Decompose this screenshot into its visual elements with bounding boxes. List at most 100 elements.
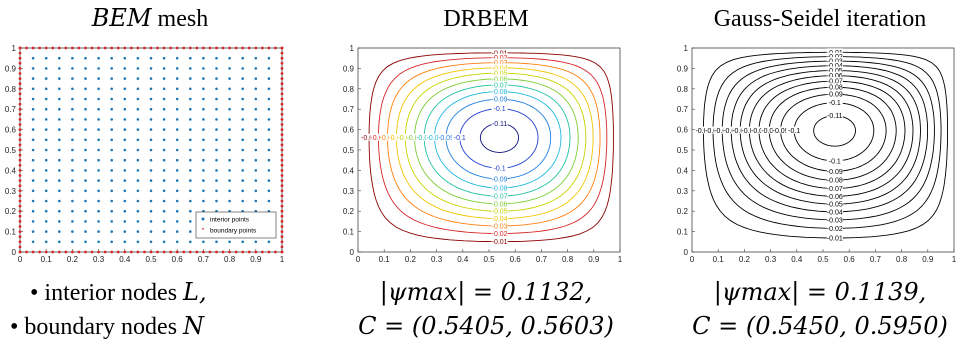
interior-point bbox=[254, 158, 258, 162]
x-tick-label: 0.6 bbox=[172, 255, 184, 264]
contour-label-bg bbox=[723, 126, 740, 134]
boundary-point bbox=[280, 240, 284, 244]
interior-point bbox=[71, 158, 74, 162]
contour-label: -0.05 bbox=[827, 68, 843, 75]
interior-point bbox=[31, 67, 35, 70]
interior-point bbox=[123, 118, 127, 121]
interior-point bbox=[84, 77, 87, 80]
interior-point bbox=[215, 158, 218, 162]
interior-point bbox=[267, 118, 271, 121]
boundary-point bbox=[280, 87, 284, 91]
x-tick-label: 0.3 bbox=[93, 255, 105, 264]
interior-point bbox=[241, 107, 244, 111]
contour-label-bg bbox=[826, 61, 843, 69]
boundary-point bbox=[247, 250, 251, 254]
interior-point bbox=[110, 179, 113, 182]
boundary-point bbox=[97, 250, 100, 254]
interior-point bbox=[189, 240, 192, 244]
boundary-point bbox=[18, 250, 22, 254]
boundary-point bbox=[110, 250, 114, 254]
interior-point bbox=[84, 128, 87, 131]
interior-point bbox=[149, 138, 153, 142]
boundary-point bbox=[280, 46, 284, 50]
gs-psi-max: |ψmax| = 0.1139, bbox=[714, 278, 927, 307]
x-tick-label: 0.4 bbox=[457, 255, 469, 264]
interior-point bbox=[202, 138, 205, 142]
contour-label-bg bbox=[826, 200, 843, 208]
contour-label-bg bbox=[786, 126, 803, 134]
boundary-point bbox=[90, 250, 94, 254]
interior-point bbox=[228, 199, 231, 203]
interior-point bbox=[71, 179, 74, 182]
interior-point bbox=[84, 220, 87, 223]
interior-point bbox=[215, 118, 218, 121]
boundary-point bbox=[129, 250, 133, 254]
boundary-point bbox=[182, 46, 186, 50]
interior-point bbox=[228, 87, 231, 91]
boundary-point bbox=[241, 46, 245, 50]
interior-point bbox=[31, 56, 35, 60]
interior-point bbox=[44, 148, 48, 152]
interior-point bbox=[228, 169, 231, 172]
interior-point bbox=[241, 87, 244, 91]
legend-interior-label: interior points bbox=[210, 217, 250, 224]
contour-label: -0.02 bbox=[827, 226, 843, 233]
interior-point bbox=[241, 97, 244, 101]
contour-label: -0.05 bbox=[397, 135, 413, 142]
interior-point bbox=[136, 230, 140, 233]
contour-label-bg bbox=[705, 126, 722, 134]
boundary-point bbox=[71, 250, 74, 254]
interior-point bbox=[228, 107, 231, 111]
interior-point bbox=[123, 220, 127, 223]
boundary-point bbox=[71, 46, 74, 50]
interior-point bbox=[267, 77, 271, 80]
interior-point bbox=[254, 67, 258, 70]
interior-point bbox=[123, 148, 127, 152]
interior-point bbox=[254, 189, 258, 193]
y-tick-label: 0.4 bbox=[677, 166, 689, 175]
contour-label-bg bbox=[695, 126, 712, 134]
contour-label-bg bbox=[826, 215, 843, 223]
contour-label-bg bbox=[732, 126, 749, 134]
interior-point bbox=[84, 56, 87, 60]
y-tick-label: 0.5 bbox=[343, 146, 355, 155]
interior-point bbox=[267, 128, 271, 131]
interior-point bbox=[175, 97, 179, 101]
boundary-point bbox=[280, 230, 284, 234]
interior-point bbox=[31, 209, 35, 213]
y-tick-label: 0 bbox=[684, 248, 689, 257]
boundary-point bbox=[280, 169, 284, 172]
boundary-point bbox=[18, 133, 22, 137]
interior-point bbox=[241, 118, 244, 121]
interior-point bbox=[136, 77, 140, 80]
interior-point bbox=[175, 67, 179, 70]
interior-point bbox=[228, 67, 231, 70]
boundary-point bbox=[202, 250, 205, 254]
interior-point bbox=[84, 199, 87, 203]
interior-point bbox=[110, 107, 113, 111]
interior-point bbox=[58, 169, 61, 172]
contour-label: -0.08 bbox=[827, 85, 843, 92]
interior-point bbox=[97, 240, 100, 244]
contour-label: -0.04 bbox=[723, 128, 739, 135]
boundary-point bbox=[280, 194, 284, 198]
interior-point bbox=[136, 118, 140, 121]
interior-point bbox=[189, 230, 192, 233]
boundary-point bbox=[280, 199, 284, 203]
contour-label: -0.1 bbox=[788, 128, 800, 135]
interior-point bbox=[58, 209, 61, 213]
contour-label: -0.03 bbox=[492, 223, 508, 230]
interior-point bbox=[267, 189, 271, 193]
boundary-point bbox=[254, 250, 258, 254]
contour-label-bg bbox=[491, 221, 508, 229]
interior-point bbox=[149, 77, 153, 80]
interior-point bbox=[215, 189, 218, 193]
boundary-point bbox=[267, 46, 271, 50]
contour-label-bg bbox=[826, 176, 843, 184]
interior-point bbox=[202, 179, 205, 182]
boundary-point bbox=[84, 46, 87, 50]
contour-label: -0.09 bbox=[773, 128, 789, 135]
interior-point bbox=[202, 240, 205, 244]
contour-label: -0.11 bbox=[827, 113, 843, 120]
interior-point bbox=[71, 138, 74, 142]
